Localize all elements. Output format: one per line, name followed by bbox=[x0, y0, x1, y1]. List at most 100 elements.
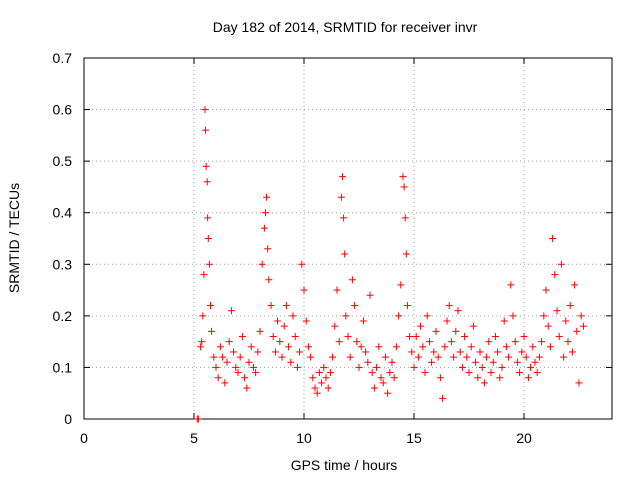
data-point bbox=[212, 363, 220, 371]
data-point bbox=[366, 291, 374, 299]
data-point bbox=[400, 183, 408, 191]
data-point bbox=[461, 332, 469, 340]
data-point bbox=[359, 317, 367, 325]
data-point bbox=[326, 369, 334, 377]
data-point bbox=[450, 353, 458, 361]
data-point bbox=[210, 353, 218, 361]
data-point bbox=[232, 363, 240, 371]
y-tick-label: 0.5 bbox=[53, 153, 73, 169]
data-point bbox=[293, 363, 301, 371]
y-tick-label: 0.4 bbox=[53, 205, 73, 221]
data-point bbox=[384, 389, 392, 397]
data-point bbox=[428, 358, 436, 366]
data-point bbox=[243, 384, 251, 392]
y-axis-label: SRMTID / TECUs bbox=[6, 183, 22, 293]
data-point bbox=[302, 317, 310, 325]
y-tick-label: 0.1 bbox=[53, 359, 73, 375]
data-point bbox=[298, 260, 306, 268]
chart-title: Day 182 of 2014, SRMTID for receiver inv… bbox=[213, 19, 478, 35]
data-point bbox=[551, 271, 559, 279]
data-point bbox=[289, 312, 297, 320]
data-point bbox=[509, 312, 517, 320]
data-point bbox=[320, 363, 328, 371]
data-point bbox=[300, 286, 308, 294]
data-point bbox=[439, 394, 447, 402]
data-point bbox=[467, 343, 475, 351]
data-point bbox=[309, 374, 317, 382]
data-point bbox=[285, 343, 293, 351]
data-point bbox=[408, 348, 416, 356]
data-point bbox=[353, 338, 361, 346]
data-point bbox=[198, 338, 206, 346]
data-point bbox=[577, 312, 585, 320]
data-point bbox=[456, 348, 464, 356]
data-point bbox=[465, 369, 473, 377]
data-point bbox=[322, 374, 330, 382]
data-point bbox=[337, 193, 345, 201]
data-point bbox=[234, 369, 242, 377]
data-point bbox=[494, 348, 502, 356]
data-point bbox=[579, 322, 587, 330]
data-point bbox=[476, 348, 484, 356]
data-point bbox=[540, 312, 548, 320]
data-point bbox=[355, 363, 363, 371]
data-point bbox=[276, 338, 284, 346]
data-point bbox=[474, 374, 482, 382]
data-point bbox=[498, 363, 506, 371]
y-tick-label: 0.6 bbox=[53, 102, 73, 118]
data-point bbox=[236, 353, 244, 361]
data-point bbox=[364, 358, 372, 366]
grid-lines bbox=[84, 58, 612, 419]
data-point bbox=[204, 235, 212, 242]
data-point bbox=[280, 322, 288, 330]
data-point bbox=[414, 353, 422, 361]
data-point bbox=[568, 348, 576, 356]
data-point bbox=[535, 353, 543, 361]
x-tick-label: 10 bbox=[296, 430, 312, 446]
data-point bbox=[265, 276, 273, 284]
data-point bbox=[208, 327, 216, 335]
data-point bbox=[496, 374, 504, 382]
data-point bbox=[419, 343, 427, 351]
data-point bbox=[520, 332, 528, 340]
data-point bbox=[377, 374, 385, 382]
data-point bbox=[291, 332, 299, 340]
data-point bbox=[340, 214, 348, 222]
data-point bbox=[271, 348, 279, 356]
data-point bbox=[296, 348, 304, 356]
data-point bbox=[287, 358, 295, 366]
data-point bbox=[263, 193, 271, 201]
data-point bbox=[511, 338, 519, 346]
data-point bbox=[205, 260, 213, 268]
data-point bbox=[489, 358, 497, 366]
data-point bbox=[542, 286, 550, 294]
data-point bbox=[375, 343, 383, 351]
data-point bbox=[346, 353, 354, 361]
data-point bbox=[549, 235, 557, 242]
data-point bbox=[472, 358, 480, 366]
data-point bbox=[194, 415, 202, 423]
data-point bbox=[357, 343, 365, 351]
data-point bbox=[335, 338, 343, 346]
x-tick-label: 5 bbox=[190, 430, 198, 446]
data-point bbox=[267, 302, 275, 310]
data-point bbox=[458, 363, 466, 371]
data-point bbox=[207, 302, 214, 310]
data-point bbox=[402, 250, 410, 258]
data-point bbox=[546, 343, 554, 351]
data-point bbox=[454, 307, 462, 315]
data-point bbox=[483, 353, 491, 361]
data-point bbox=[204, 214, 212, 222]
data-point bbox=[238, 332, 246, 340]
data-point bbox=[260, 224, 268, 232]
data-point bbox=[518, 348, 526, 356]
data-point bbox=[381, 353, 389, 361]
data-point bbox=[256, 327, 264, 335]
data-point bbox=[421, 369, 429, 377]
data-point bbox=[351, 302, 359, 310]
data-point bbox=[571, 281, 579, 289]
data-point bbox=[329, 353, 337, 361]
data-point bbox=[513, 358, 521, 366]
data-point bbox=[406, 332, 414, 340]
y-tick-label: 0.3 bbox=[53, 256, 73, 272]
